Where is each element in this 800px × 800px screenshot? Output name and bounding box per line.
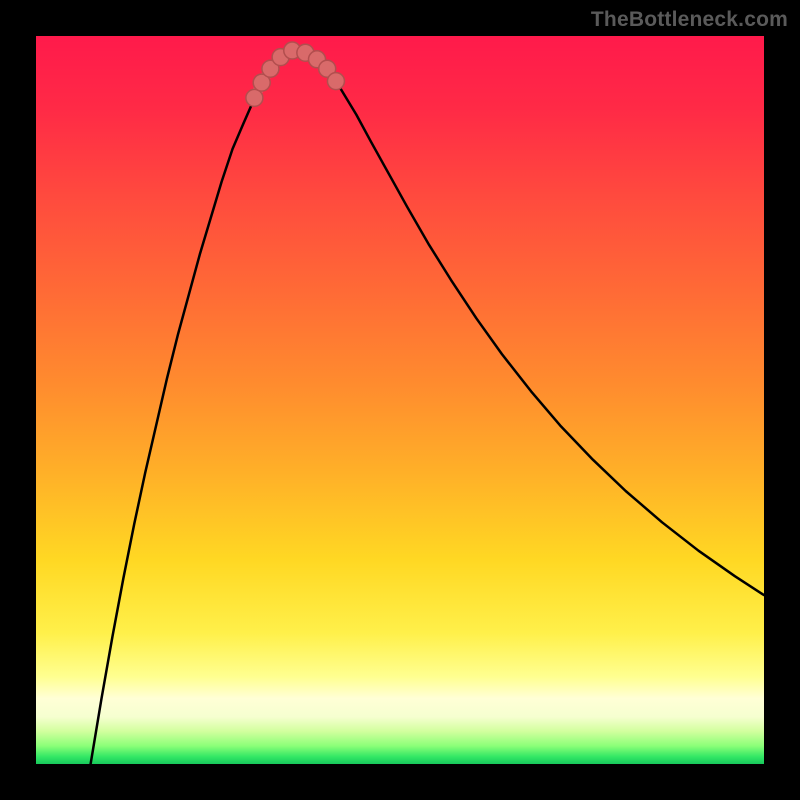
chart-svg — [36, 36, 764, 764]
marker-group — [246, 42, 345, 106]
plot-area — [36, 36, 764, 764]
curve-marker — [327, 73, 344, 90]
bottleneck-curve — [91, 51, 764, 764]
watermark-text: TheBottleneck.com — [591, 8, 788, 32]
curve-marker — [246, 89, 263, 106]
